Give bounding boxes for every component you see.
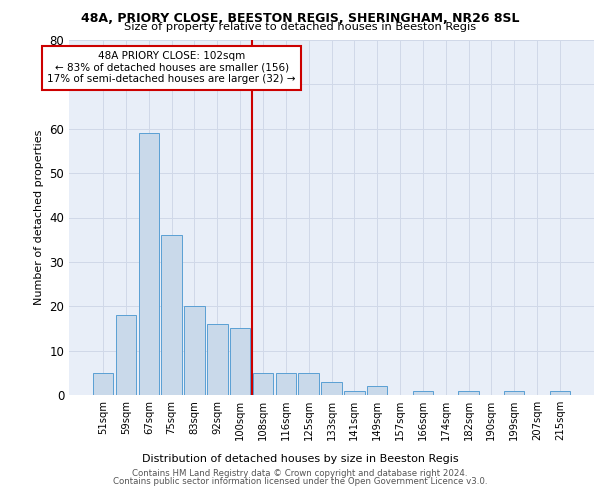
Bar (93, 373, 113, 395)
Bar (413, 390, 433, 395)
Text: 48A PRIORY CLOSE: 102sqm
← 83% of detached houses are smaller (156)
17% of semi-: 48A PRIORY CLOSE: 102sqm ← 83% of detach… (47, 51, 296, 84)
Bar (184, 306, 205, 395)
Bar (253, 373, 273, 395)
Text: Contains HM Land Registry data © Crown copyright and database right 2024.: Contains HM Land Registry data © Crown c… (132, 468, 468, 477)
Bar (344, 390, 365, 395)
Bar (230, 328, 250, 395)
Bar (367, 386, 388, 395)
Text: Size of property relative to detached houses in Beeston Regis: Size of property relative to detached ho… (124, 22, 476, 32)
Bar (139, 133, 159, 395)
Text: 48A, PRIORY CLOSE, BEESTON REGIS, SHERINGHAM, NR26 8SL: 48A, PRIORY CLOSE, BEESTON REGIS, SHERIN… (81, 12, 519, 26)
Bar (275, 373, 296, 395)
Bar (550, 390, 570, 395)
Bar (298, 373, 319, 395)
Y-axis label: Number of detached properties: Number of detached properties (34, 130, 44, 305)
Bar (207, 324, 227, 395)
Bar (116, 315, 136, 395)
Text: Distribution of detached houses by size in Beeston Regis: Distribution of detached houses by size … (142, 454, 458, 464)
Text: Contains public sector information licensed under the Open Government Licence v3: Contains public sector information licen… (113, 477, 487, 486)
Bar (161, 236, 182, 395)
Bar (321, 382, 342, 395)
Bar (458, 390, 479, 395)
Bar (504, 390, 524, 395)
